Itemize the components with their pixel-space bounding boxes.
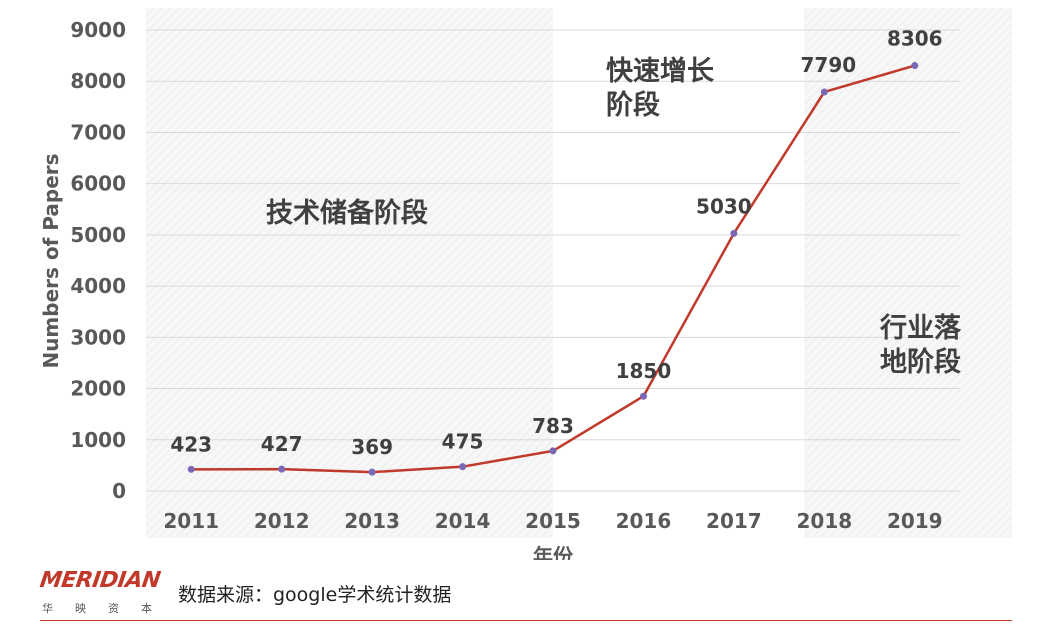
y-tick-label: 2000 xyxy=(70,377,126,401)
y-tick-label: 8000 xyxy=(70,69,126,93)
x-tick-label: 2014 xyxy=(435,509,491,533)
footer: MERIDIAN 华 映 资 本 数据来源：google学术统计数据 xyxy=(0,560,1046,641)
y-tick-label: 7000 xyxy=(70,120,126,144)
x-tick-label: 2019 xyxy=(887,509,943,533)
data-point xyxy=(549,447,557,455)
x-tick-label: 2012 xyxy=(254,509,310,533)
x-axis-title: 年份 xyxy=(533,544,574,560)
logo-subtitle: 华 映 资 本 xyxy=(42,600,152,616)
data-points xyxy=(187,62,919,476)
stage-label: 地阶段 xyxy=(880,347,961,378)
footer-divider xyxy=(40,620,1012,621)
logo-char: 资 xyxy=(108,602,119,615)
y-tick-label: 1000 xyxy=(70,428,126,452)
x-tick-label: 2013 xyxy=(344,509,400,533)
data-label: 8306 xyxy=(887,27,943,51)
data-label: 783 xyxy=(532,414,574,438)
data-source-note: 数据来源：google学术统计数据 xyxy=(178,584,452,606)
y-tick-label: 4000 xyxy=(70,274,126,298)
data-point xyxy=(368,468,376,476)
x-tick-label: 2016 xyxy=(616,509,672,533)
y-tick-label: 6000 xyxy=(70,172,126,196)
data-label: 1850 xyxy=(616,359,672,383)
line-chart: 0 1000 2000 3000 4000 5000 6000 7000 8000 9000 20… xyxy=(39,8,1012,560)
data-point xyxy=(911,62,919,70)
stage-bands xyxy=(146,8,1012,538)
gridlines xyxy=(146,29,960,492)
y-tick-label: 9000 xyxy=(70,18,126,42)
x-tick-label: 2015 xyxy=(525,509,581,533)
y-tick-label: 3000 xyxy=(70,325,126,349)
data-label: 423 xyxy=(170,432,212,456)
data-label: 369 xyxy=(351,435,393,459)
stage-band xyxy=(146,8,553,538)
x-tick-label: 2017 xyxy=(706,509,762,533)
data-label: 427 xyxy=(261,432,303,456)
y-axis-ticks: 0 1000 2000 3000 4000 5000 6000 7000 8000 9000 xyxy=(70,18,126,503)
y-tick-label: 0 xyxy=(112,479,126,503)
data-label: 7790 xyxy=(800,53,856,77)
meridian-logo: MERIDIAN 华 映 资 本 xyxy=(38,568,161,624)
data-point xyxy=(278,465,286,473)
x-tick-label: 2018 xyxy=(796,509,852,533)
stage-label: 快速增长 xyxy=(606,55,715,87)
logo-char: 华 xyxy=(42,602,53,615)
data-labels: 423 427 369 475 783 1850 5030 7790 8306 xyxy=(170,27,942,460)
data-point xyxy=(820,88,828,96)
data-label: 5030 xyxy=(696,194,752,218)
y-axis-title: Numbers of Papers xyxy=(39,153,63,368)
logo-char: 本 xyxy=(141,602,152,615)
logo-wordmark: MERIDIAN xyxy=(38,568,162,593)
logo-char: 映 xyxy=(75,602,86,615)
data-label: 475 xyxy=(442,430,484,454)
data-point xyxy=(639,392,647,400)
stage-label: 阶段 xyxy=(606,90,660,121)
y-tick-label: 5000 xyxy=(70,223,126,247)
stage-label: 行业落 xyxy=(879,312,962,344)
data-point xyxy=(187,465,195,473)
x-tick-label: 2011 xyxy=(163,509,219,533)
data-point xyxy=(459,463,467,471)
x-axis-ticks: 2011 2012 2013 2014 2015 2016 2017 2018 2019 xyxy=(163,509,942,533)
stage-band xyxy=(804,8,1012,538)
stage-label: 技术储备阶段 xyxy=(266,198,428,229)
data-point xyxy=(730,229,738,237)
